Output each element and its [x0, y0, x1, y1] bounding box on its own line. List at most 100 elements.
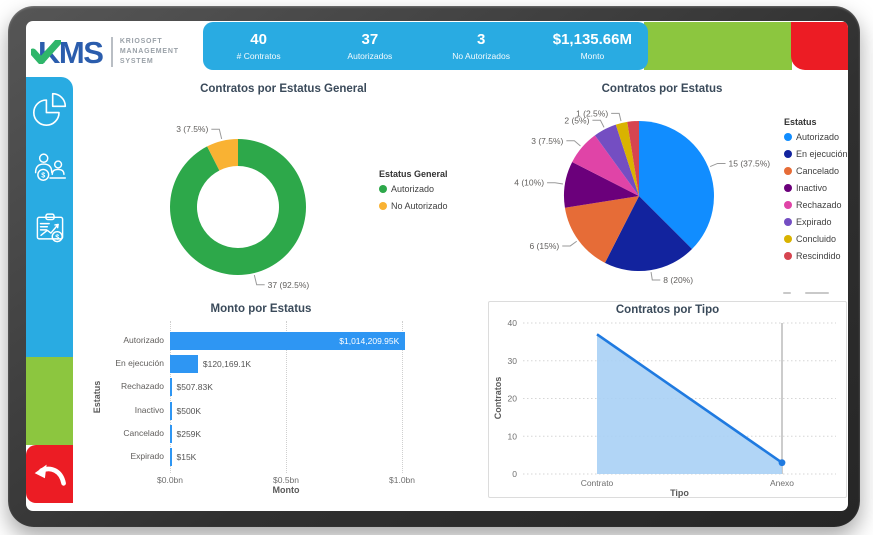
callout-label: 3 (7.5%)	[531, 136, 563, 146]
legend-dot	[784, 218, 792, 226]
bar-x-axis-label: Monto	[272, 485, 300, 495]
data-point[interactable]	[778, 459, 786, 467]
kpi-band: 40 # Contratos 37 Autorizados 3 No Autor…	[203, 22, 648, 70]
slice-Autorizado[interactable]	[170, 139, 306, 275]
app-logo: KMS KRIOSOFT MANAGEMENT SYSTEM	[31, 29, 179, 75]
legend-dot	[784, 167, 792, 175]
legend-item-En ejecución[interactable]: En ejecución	[784, 149, 848, 159]
sidebar-green-section	[26, 357, 73, 445]
slice-Expirado[interactable]	[594, 124, 639, 196]
legend-item-Autorizado[interactable]: Autorizado	[784, 132, 848, 142]
bar-Inactivo[interactable]	[170, 401, 172, 420]
bar-En ejecución[interactable]	[170, 355, 198, 374]
pie-legend: Estatus Autorizado En ejecución Cancelado In…	[784, 117, 848, 268]
legend-label: Rescindido	[796, 251, 841, 261]
bar-category-label: Expirado	[130, 451, 164, 461]
y-tick: 0	[512, 469, 517, 479]
donut-plot[interactable]: 37 (92.5%) 3 (7.5%)	[111, 81, 456, 297]
chart-title: Contratos por Tipo	[615, 304, 720, 316]
legend-item-No Autorizado[interactable]: No Autorizado	[379, 201, 448, 211]
legend-item-Expirado[interactable]: Expirado	[784, 217, 848, 227]
visual-header-dash[interactable]	[783, 292, 791, 294]
chart-contratos-tipo[interactable]: Contratos por Tipo Contratos 0 10 20 30 40 Co…	[488, 301, 847, 498]
legend-item-Rescindido[interactable]: Rescindido	[784, 251, 848, 261]
slice-Concluido[interactable]	[615, 121, 639, 196]
kpi-contratos: 40 # Contratos	[236, 31, 281, 61]
svg-text:$: $	[41, 171, 45, 180]
slice-No Autorizado[interactable]	[207, 139, 238, 171]
logo-divider	[111, 37, 113, 67]
callout-label: 8 (20%)	[663, 275, 693, 285]
legend-item-Inactivo[interactable]: Inactivo	[784, 183, 848, 193]
callout-label: 37 (92.5%)	[268, 280, 310, 290]
chart-estatus[interactable]: Contratos por Estatus 15 (37.5%) 8 (20%) 6…	[476, 81, 848, 297]
back-button[interactable]	[26, 445, 73, 503]
legend-label: Concluido	[796, 234, 837, 244]
callout-label: 4 (10%)	[514, 178, 544, 188]
x-tick: Contrato	[581, 478, 614, 488]
legend-item-Autorizado[interactable]: Autorizado	[379, 184, 448, 194]
chart-title: Contratos por Estatus General	[200, 83, 367, 95]
bar-Expirado[interactable]	[170, 448, 172, 466]
slice-Autorizado[interactable]	[639, 121, 714, 250]
callout-label: 3 (7.5%)	[176, 124, 208, 134]
svg-text:$: $	[55, 232, 59, 241]
bar-plot[interactable]: $0.0bn $0.5bn $1.0bn Autorizado $1,014,209.9…	[81, 301, 441, 503]
legend-label: Cancelado	[796, 166, 840, 176]
legend-dot	[784, 235, 792, 243]
legend-item-Concluido[interactable]: Concluido	[784, 234, 848, 244]
slice-Inactivo[interactable]	[564, 161, 639, 208]
x-tick: Anexo	[770, 478, 794, 488]
area-fill[interactable]	[597, 334, 782, 474]
bar-value-label: $120,169.1K	[202, 359, 252, 370]
legend-label: En ejecución	[796, 149, 848, 159]
bar-category-label: En ejecución	[115, 358, 164, 369]
visual-header-dash[interactable]	[805, 292, 829, 294]
legend-dot	[784, 184, 792, 192]
team-finance-icon[interactable]: $	[32, 151, 68, 187]
donut-legend: Estatus General Autorizado No Autorizado	[379, 169, 448, 218]
legend-label: Autorizado	[796, 132, 840, 142]
bar-value-label: $500K	[176, 405, 202, 416]
bar-value-label: $1,014,209.95K	[339, 336, 400, 346]
legend-dot	[784, 201, 792, 209]
area-x-axis-label: Tipo	[670, 488, 689, 498]
slice-Rescindido[interactable]	[627, 121, 639, 196]
gridline	[286, 321, 287, 473]
slice-En ejecución[interactable]	[604, 196, 693, 271]
area-y-axis-label: Contratos	[493, 376, 503, 420]
legend-title: Estatus General	[379, 169, 448, 179]
bar-Autorizado[interactable]	[170, 332, 406, 350]
bar-Rechazado[interactable]	[170, 378, 172, 397]
y-tick: 40	[508, 318, 518, 328]
kpi-autorizados: 37 Autorizados	[347, 31, 393, 61]
bar-value-label: $259K	[176, 428, 202, 439]
bar-category-label: Cancelado	[123, 427, 164, 438]
y-tick: 10	[508, 431, 518, 441]
x-tick: $0.5bn	[273, 475, 299, 485]
bar-value-label: $15K	[176, 452, 197, 462]
header-green-band	[644, 22, 792, 70]
bar-category-label: Inactivo	[134, 404, 164, 415]
back-arrow-icon	[34, 464, 66, 486]
contract-report-icon[interactable]: $	[32, 211, 68, 247]
gridline	[170, 321, 171, 473]
chart-monto-estatus[interactable]: Monto por Estatus Estatus $0.0bn $0.5bn $1…	[81, 301, 441, 503]
dashboard-screen: KMS KRIOSOFT MANAGEMENT SYSTEM 40 # Cont…	[26, 21, 848, 511]
chart-estatus-general[interactable]: Contratos por Estatus General 37 (92.5%)…	[111, 81, 456, 297]
legend-item-Cancelado[interactable]: Cancelado	[784, 166, 848, 176]
bar-Cancelado[interactable]	[170, 424, 172, 443]
device-frame: KMS KRIOSOFT MANAGEMENT SYSTEM 40 # Cont…	[8, 6, 860, 527]
sidebar: $ $	[26, 77, 73, 505]
kpi-no-autorizados: 3 No Autorizados	[452, 31, 510, 61]
legend-item-Rechazado[interactable]: Rechazado	[784, 200, 848, 210]
pie-chart-icon[interactable]	[32, 91, 68, 127]
pie-plot[interactable]: 15 (37.5%) 8 (20%) 6 (15%) 4 (10%) 3 (7.5%) 2…	[476, 81, 848, 297]
header-red-band	[791, 22, 848, 70]
legend-label: No Autorizado	[391, 201, 448, 211]
slice-Cancelado[interactable]	[564, 196, 639, 263]
area-plot[interactable]: 0 10 20 30 40 Contrato Anexo	[489, 302, 846, 497]
slice-Rechazado[interactable]	[572, 135, 639, 196]
kpi-monto: $1,135.66M Monto	[552, 31, 632, 61]
legend-title: Estatus	[784, 117, 817, 127]
